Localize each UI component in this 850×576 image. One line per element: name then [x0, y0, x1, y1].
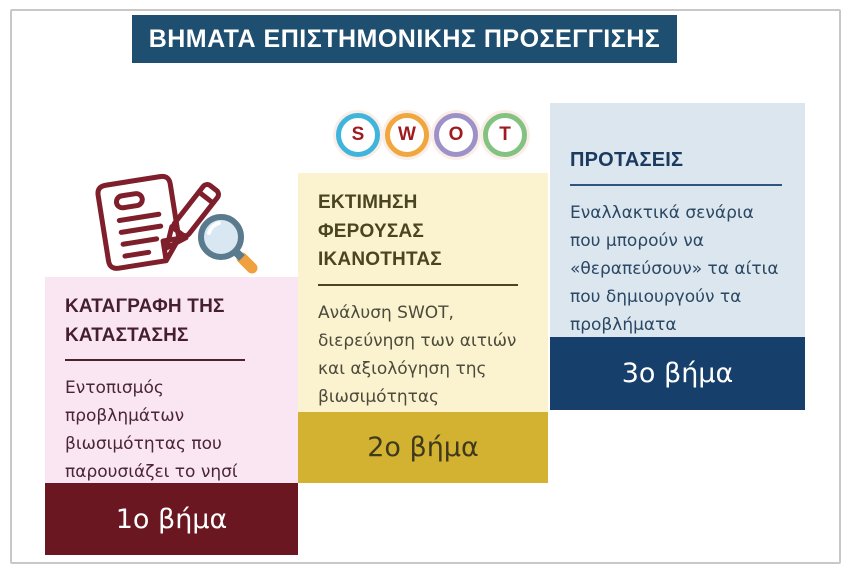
swot-letter-t-icon: T [483, 113, 527, 157]
swot-letter-o-icon: O [434, 113, 478, 157]
step1-panel: ΚΑΤΑΓΡΑΦΗ ΤΗΣ ΚΑΤΑΣΤΑΣΗΣ Εντοπισμός προβ… [45, 277, 298, 483]
step1-heading: ΚΑΤΑΓΡΑΦΗ ΤΗΣ ΚΑΤΑΣΤΑΣΗΣ [65, 296, 225, 346]
outer-frame [10, 9, 841, 564]
swot-letter-w: W [398, 124, 416, 145]
step2-panel: ΕΚΤΙΜΗΣΗ ΦΕΡΟΥΣΑΣ ΙΚΑΝΟΤΗΤΑΣ Ανάλυση SWO… [298, 173, 548, 412]
magnifier-icon [194, 210, 260, 276]
swot-letter-s-icon: S [336, 113, 380, 157]
step2-body: Ανάλυση SWOT, διερεύνηση των αιτιών και … [318, 302, 517, 407]
document-pen-icon [82, 166, 222, 278]
step3-badge: 3ο βήμα [550, 337, 805, 410]
step3-panel: ΠΡΟΤΑΣΕΙΣ Εναλλακτικά σενάρια που μπορού… [550, 103, 805, 337]
step2-divider [318, 283, 518, 286]
step1-divider [65, 359, 245, 361]
step2-heading: ΕΚΤΙΜΗΣΗ ΦΕΡΟΥΣΑΣ ΙΚΑΝΟΤΗΤΑΣ [318, 192, 442, 270]
step3-divider [570, 184, 782, 186]
step3-body: Εναλλακτικά σενάρια που μπορούν να «θερα… [570, 203, 779, 336]
swot-letter-w-icon: W [385, 113, 429, 157]
step1-badge: 1ο βήμα [45, 483, 298, 555]
swot-icon: S W O T [336, 113, 527, 157]
step1-body: Εντοπισμός προβλημάτων βιωσιμότητας που … [65, 378, 238, 483]
swot-letter-s: S [351, 124, 365, 145]
page-title: ΒΗΜΑΤΑ ΕΠΙΣΤΗΜΟΝΙΚΗΣ ΠΡΟΣΕΓΓΙΣΗΣ [132, 15, 677, 63]
step3-heading: ΠΡΟΤΑΣΕΙΣ [570, 149, 684, 171]
swot-letter-o: O [448, 124, 464, 145]
swot-letter-t: T [499, 124, 511, 145]
step2-badge: 2ο βήμα [298, 412, 548, 483]
